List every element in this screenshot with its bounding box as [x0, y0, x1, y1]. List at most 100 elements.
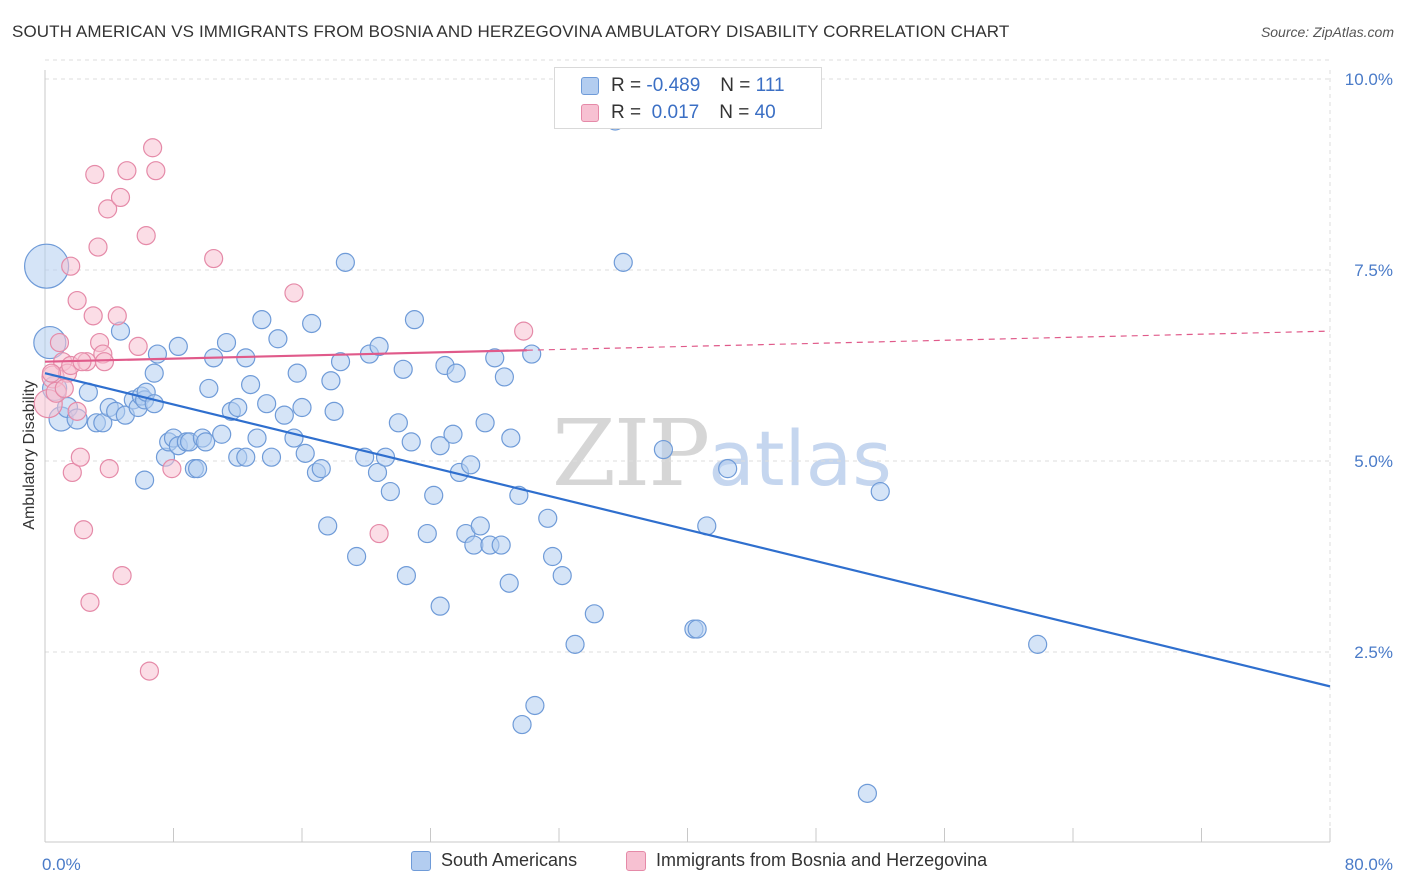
r-value: -0.489 [646, 75, 701, 96]
south-americans-points [24, 111, 1048, 803]
watermark: ZIPatlas [552, 400, 892, 507]
data-point [257, 394, 277, 414]
data-point [404, 310, 425, 330]
stats-row-bosnia: R = 0.017 N = 40 [581, 101, 776, 125]
data-point [380, 481, 400, 502]
data-point [99, 459, 119, 479]
data-point [295, 443, 315, 463]
data-point [512, 714, 532, 735]
data-point [335, 252, 355, 272]
data-point [417, 523, 437, 544]
legend-swatch-pink [626, 850, 646, 871]
data-point [369, 523, 389, 544]
y-axis-label: Ambulatory Disability [21, 380, 38, 529]
data-point [388, 413, 408, 433]
data-point [491, 535, 511, 555]
legend-item-south-americans[interactable]: South Americans [411, 850, 577, 871]
stats-row-south-americans: R = -0.489 N = 111 [581, 74, 785, 98]
data-point [430, 596, 450, 616]
data-point [49, 332, 70, 353]
trend-lines [44, 330, 1331, 688]
data-point [80, 592, 100, 612]
data-point [268, 329, 288, 349]
y-tick-label: 5.0% [1354, 452, 1393, 471]
data-point [324, 401, 344, 421]
data-point [134, 470, 155, 490]
x-tick-label: 80.0% [1345, 855, 1393, 874]
bosnia-points [33, 138, 534, 681]
data-point [196, 432, 216, 452]
data-point [112, 565, 132, 586]
data-point [430, 436, 450, 456]
y-tick-label: 7.5% [1354, 261, 1393, 280]
data-point [83, 306, 103, 326]
data-point [199, 378, 219, 399]
data-point [241, 375, 261, 395]
data-point [538, 508, 558, 528]
data-point [168, 336, 188, 356]
data-point [565, 634, 585, 654]
data-point [212, 424, 232, 444]
data-point [274, 405, 294, 425]
data-point [117, 161, 137, 181]
data-point [252, 310, 272, 330]
data-point [85, 164, 105, 185]
data-point [61, 256, 81, 276]
axes [44, 70, 1331, 843]
data-point [330, 352, 351, 372]
r-label: R = [611, 75, 642, 96]
n-label: N = [720, 75, 751, 96]
data-point [311, 459, 331, 479]
data-point [499, 573, 519, 593]
data-point [88, 237, 108, 257]
stats-swatch-pink [581, 104, 599, 122]
data-point [687, 619, 707, 639]
source-label: Source: ZipAtlas.com [1260, 24, 1394, 40]
data-point [284, 283, 304, 303]
data-point [870, 481, 890, 502]
legend-item-bosnia[interactable]: Immigrants from Bosnia and Herzegovina [626, 850, 987, 871]
data-point [424, 485, 444, 505]
data-point [318, 516, 338, 536]
data-point [321, 371, 341, 391]
stats-swatch-blue [581, 77, 599, 95]
data-point [1028, 634, 1048, 654]
data-point [509, 485, 529, 505]
data-point [128, 336, 148, 356]
data-point [287, 363, 307, 383]
trend-line [44, 349, 527, 363]
data-point [41, 363, 62, 383]
chart-title: SOUTH AMERICAN VS IMMIGRANTS FROM BOSNIA… [12, 22, 1010, 41]
legend-label: South Americans [441, 850, 578, 870]
data-point [401, 432, 421, 452]
data-point [70, 447, 90, 467]
data-point [494, 367, 514, 387]
data-point [446, 363, 466, 383]
data-point [857, 783, 878, 803]
data-point [62, 462, 82, 483]
data-point [146, 161, 166, 181]
data-point [393, 359, 413, 379]
y-tick-label: 10.0% [1345, 70, 1393, 89]
x-tick-label: 0.0% [42, 855, 81, 874]
data-point [110, 187, 131, 208]
data-point [67, 401, 87, 421]
data-point [501, 428, 521, 448]
legend-label: Immigrants from Bosnia and Herzegovina [656, 850, 988, 870]
data-point [261, 447, 282, 467]
data-point [584, 604, 604, 624]
data-point [461, 455, 481, 475]
data-point [464, 535, 484, 555]
data-point [247, 428, 267, 448]
data-point [204, 248, 224, 269]
data-point [470, 516, 490, 536]
data-point [522, 344, 542, 364]
data-point [542, 546, 563, 567]
data-point [187, 459, 208, 479]
data-point [236, 447, 256, 467]
legend: South Americans Immigrants from Bosnia a… [0, 850, 1406, 878]
data-point [143, 138, 163, 158]
trend-line-extension [526, 330, 1331, 351]
n-value: 40 [754, 102, 776, 123]
